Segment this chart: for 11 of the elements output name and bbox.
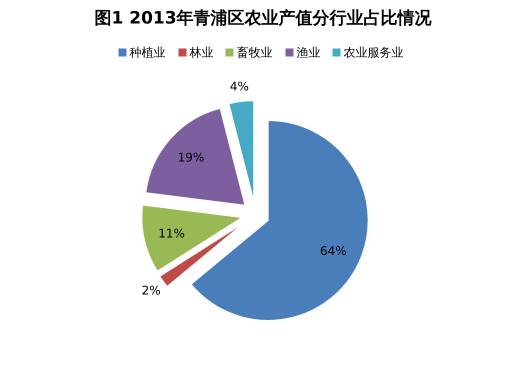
data-label: 4% <box>230 80 249 94</box>
data-label: 19% <box>178 150 204 165</box>
legend-label: 农业服务业 <box>344 46 404 60</box>
legend-label: 畜牧业 <box>236 46 272 60</box>
data-label: 11% <box>158 226 185 240</box>
data-label: 64% <box>320 244 347 258</box>
legend-label: 林业 <box>188 46 214 60</box>
chart-title: 图1 2013年青浦区农业产值分行业占比情况 <box>94 8 433 28</box>
legend-label: 渔业 <box>296 46 320 60</box>
data-label: 2% <box>142 283 161 298</box>
legend-label: 种植业 <box>130 46 166 60</box>
